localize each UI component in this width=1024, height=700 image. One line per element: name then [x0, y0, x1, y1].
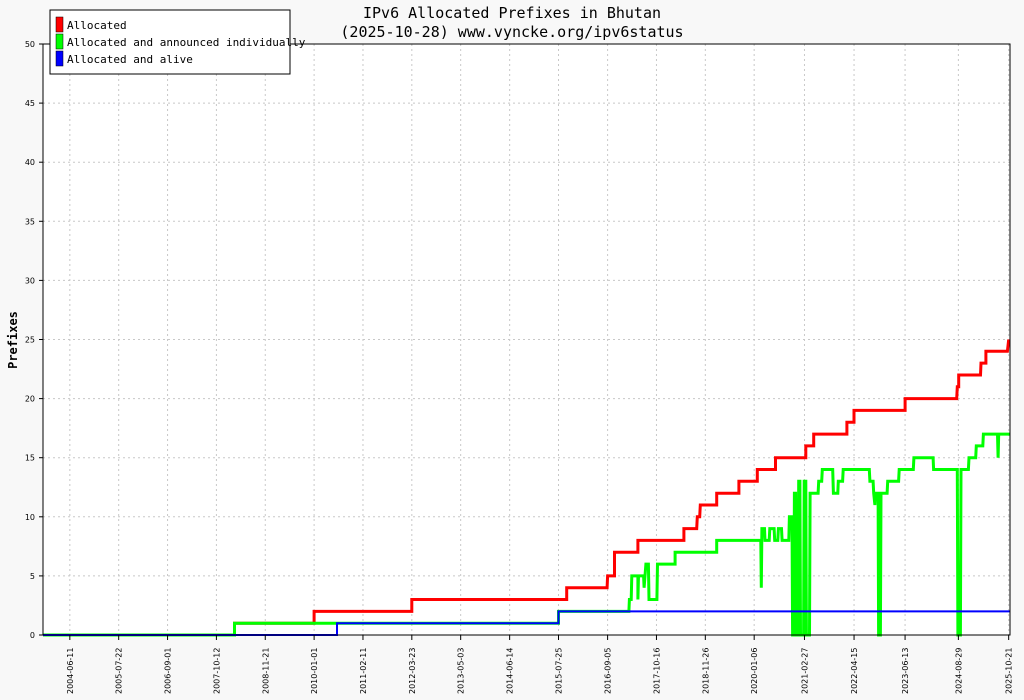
- legend: Allocated Allocated and announced indivi…: [49, 9, 306, 75]
- x-axis: 2004-06-11 2005-07-22 2006-09-01 2007-10-12…: [66, 635, 1014, 694]
- y-tick-label: 25: [25, 336, 35, 345]
- grid: [43, 44, 1010, 635]
- x-tick-label: 2004-06-11: [66, 648, 75, 695]
- x-tick-label: 2012-03-23: [408, 648, 417, 695]
- y-tick-label: 40: [25, 158, 35, 167]
- x-tick-label: 2025-10-21: [1005, 648, 1014, 694]
- x-tick-label: 2023-06-13: [901, 648, 910, 695]
- chart-title: IPv6 Allocated Prefixes in Bhutan: [363, 4, 661, 22]
- x-tick-label: 2013-05-03: [457, 648, 466, 695]
- legend-label-allocated: Allocated: [67, 19, 127, 32]
- series-line-allocated: [43, 339, 1011, 637]
- x-tick-label: 2005-07-22: [115, 648, 124, 695]
- y-tick-label: 20: [25, 395, 35, 404]
- x-tick-label: 2015-07-25: [555, 648, 564, 695]
- y-tick-label: 10: [25, 513, 35, 522]
- x-tick-label: 2011-02-11: [359, 648, 368, 695]
- y-tick-label: 5: [30, 572, 35, 581]
- x-tick-label: 2021-02-27: [800, 648, 809, 695]
- y-tick-label: 50: [25, 40, 35, 49]
- x-tick-label: 2017-10-16: [652, 648, 661, 695]
- y-tick-label: 15: [25, 454, 35, 463]
- legend-swatch-allocated: [55, 16, 64, 33]
- x-tick-label: 2024-08-29: [954, 648, 963, 695]
- y-tick-label: 30: [25, 276, 35, 285]
- x-tick-label: 2008-11-21: [261, 648, 270, 695]
- y-tick-label: 0: [30, 631, 35, 640]
- x-tick-label: 2020-01-06: [750, 648, 759, 695]
- legend-box: [49, 9, 291, 75]
- chart-subtitle: (2025-10-28) www.vyncke.org/ipv6status: [340, 23, 683, 41]
- y-tick-label: 35: [25, 217, 35, 226]
- x-tick-label: 2022-04-15: [850, 648, 859, 695]
- x-tick-label: 2018-11-26: [701, 648, 710, 695]
- y-axis: 0 5 10 15 20 25 30 35 40 45 50: [25, 40, 43, 640]
- legend-label-alive: Allocated and alive: [67, 53, 193, 66]
- y-tick-label: 45: [25, 99, 35, 108]
- legend-swatch-alive: [55, 50, 64, 67]
- x-tick-label: 2014-06-14: [506, 648, 515, 695]
- y-axis-label: Prefixes: [6, 311, 20, 369]
- x-tick-label: 2006-09-01: [164, 648, 173, 695]
- legend-swatch-announced: [55, 33, 64, 50]
- x-tick-label: 2007-10-12: [212, 648, 221, 695]
- legend-label-announced: Allocated and announced individually: [67, 36, 306, 49]
- x-tick-label: 2010-01-01: [310, 648, 319, 695]
- x-tick-label: 2016-09-05: [604, 648, 613, 695]
